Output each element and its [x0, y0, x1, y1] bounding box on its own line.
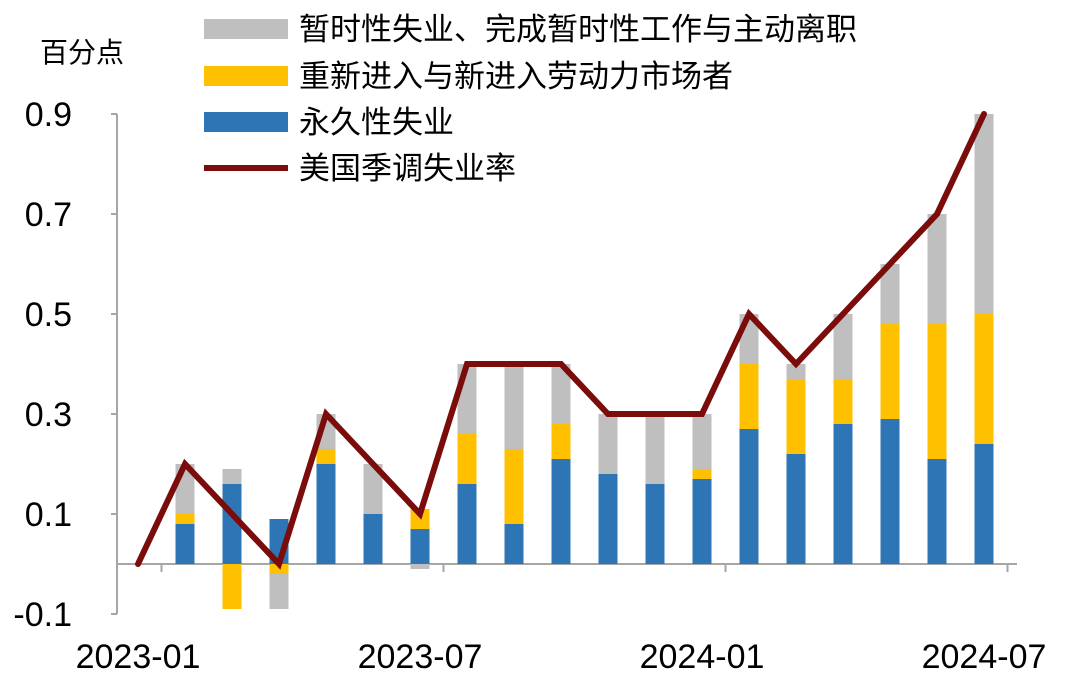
y-tick-label: 0.9 [25, 96, 72, 134]
bar-segment [786, 379, 806, 454]
bar-segment [363, 464, 383, 514]
bar-segment [974, 444, 994, 564]
bar-segment [927, 214, 947, 324]
bar-segment [457, 484, 477, 564]
bar-segment [880, 264, 900, 324]
legend-label: 重新进入与新进入劳动力市场者 [299, 59, 733, 95]
bar-segment [410, 529, 430, 564]
unemployment-rate-line [135, 111, 987, 570]
line-series [135, 111, 987, 570]
bar-segment [692, 414, 712, 469]
bar-segment [175, 524, 195, 564]
y-tick-label: 0.1 [25, 496, 72, 534]
bar-segment [927, 324, 947, 459]
bar-segment [833, 424, 853, 564]
bar-segment [974, 314, 994, 444]
axes: -0.1 0.1 0.3 0.5 0.7 0.9 2023-01 2023-07 2024-01… [13, 96, 1046, 676]
x-tick-label: 2024-07 [922, 638, 1047, 676]
bar-segment [692, 469, 712, 479]
bar-segment [880, 324, 900, 419]
bar-segment [974, 114, 994, 314]
bar-segment [410, 564, 430, 569]
bar-segment [598, 414, 618, 474]
y-unit-label: 百分点 [40, 36, 124, 69]
bar-segment [222, 484, 242, 564]
x-tick-label: 2023-07 [358, 638, 483, 676]
bars [175, 114, 994, 609]
x-tick-label: 2023-01 [76, 638, 201, 676]
bar-segment [363, 514, 383, 564]
bar-segment [645, 484, 665, 564]
y-tick-label: 0.7 [25, 196, 72, 234]
bar-segment [739, 429, 759, 564]
bar-segment [269, 574, 289, 609]
bar-segment [269, 564, 289, 574]
bar-segment [880, 419, 900, 564]
bar-segment [222, 564, 242, 609]
bar-segment [504, 449, 524, 524]
bar-segment [457, 364, 477, 434]
bar-segment [739, 364, 759, 429]
bar-segment [551, 459, 571, 564]
bar-segment [786, 364, 806, 379]
bar-segment [551, 424, 571, 459]
bar-segment [410, 509, 430, 529]
bar-segment [692, 479, 712, 564]
bar-segment [833, 379, 853, 424]
bar-segment [175, 514, 195, 524]
bar-segment [504, 364, 524, 449]
bar-segment [833, 314, 853, 379]
bar-segment [786, 454, 806, 564]
bar-segment [222, 469, 242, 484]
bar-segment [316, 464, 336, 564]
legend-swatch [204, 19, 288, 39]
legend: 暂时性失业、完成暂时性工作与主动离职重新进入与新进入劳动力市场者永久性失业美国季… [204, 12, 857, 187]
y-tick-label: 0.3 [25, 396, 72, 434]
bar-segment [645, 414, 665, 484]
bar-segment [551, 364, 571, 424]
bar-segment [316, 449, 336, 464]
legend-label: 暂时性失业、完成暂时性工作与主动离职 [299, 12, 857, 48]
x-tick-label: 2024-01 [640, 638, 765, 676]
legend-swatch [204, 66, 288, 86]
bar-segment [504, 524, 524, 564]
legend-swatch [204, 112, 288, 132]
bar-segment [927, 459, 947, 564]
bar-segment [457, 434, 477, 484]
y-tick-label: 0.5 [25, 296, 72, 334]
legend-label: 永久性失业 [299, 105, 454, 141]
y-tick-label: -0.1 [13, 596, 72, 634]
bar-segment [598, 474, 618, 564]
legend-label: 美国季调失业率 [299, 151, 516, 187]
